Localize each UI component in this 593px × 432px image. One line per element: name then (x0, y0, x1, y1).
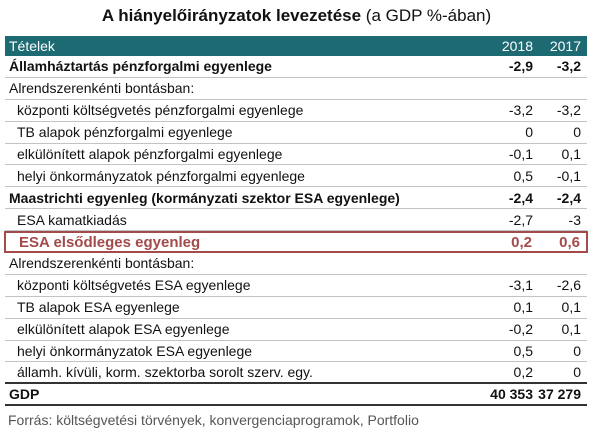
table-header: Tételek 2018 2017 (5, 36, 587, 56)
title-main: A hiányelőirányzatok levezetése (101, 6, 362, 25)
table-row: Maastrichti egyenleg (kormányzati szekto… (5, 187, 587, 210)
value-2017: -2,6 (556, 277, 581, 294)
header-2018: 2018 (501, 38, 533, 54)
row-label: helyi önkormányzatok ESA egyenlege (17, 343, 253, 360)
row-label: Államháztartás pénzforgalmi egyenlege (9, 58, 272, 75)
row-label: Maastrichti egyenleg (kormányzati szekto… (9, 189, 400, 206)
table-row: helyi önkormányzatok pénzforgalmi egyenl… (5, 165, 587, 188)
value-2018: 0,5 (513, 343, 533, 360)
header-items: Tételek (9, 38, 55, 54)
value-2018: -0,1 (508, 146, 533, 162)
table-row: Alrendszerenkénti bontásban: (5, 253, 587, 275)
header-2017: 2017 (549, 38, 581, 54)
row-label: TB alapok ESA egyenlege (17, 299, 180, 316)
row-label: államh. kívüli, korm. szektorba sorolt s… (17, 364, 313, 381)
value-2018: -3,1 (508, 277, 533, 294)
table-row: TB alapok ESA egyenlege 0,1 0,1 (5, 297, 587, 319)
row-label: TB alapok pénzforgalmi egyenlege (17, 124, 233, 141)
value-2017: 0 (573, 364, 581, 381)
value-2018: -0,2 (508, 321, 533, 338)
title-unit: (a GDP %-ában) (361, 6, 492, 25)
row-label: Alrendszerenkénti bontásban: (9, 80, 195, 97)
value-2018: 0 (525, 124, 533, 141)
table-title: A hiányelőirányzatok levezetése (a GDP %… (0, 6, 593, 26)
row-label: Alrendszerenkénti bontásban: (9, 255, 195, 272)
value-2017: -3,2 (556, 102, 581, 119)
value-2018: -2,7 (508, 211, 533, 228)
value-2018: 0,1 (513, 299, 533, 316)
row-label: GDP (9, 386, 40, 403)
row-label: elkülönített alapok ESA egyenlege (17, 321, 230, 338)
value-2018: 0,2 (513, 364, 533, 381)
value-2017: -2,4 (556, 189, 581, 206)
value-2018: -2,4 (508, 189, 533, 206)
row-label: központi költségvetés pénzforgalmi egyen… (17, 102, 304, 119)
gdp-row: GDP 40 353 37 279 (5, 384, 587, 407)
value-2017: 0,1 (561, 299, 581, 316)
table-row: TB alapok pénzforgalmi egyenlege 0 0 (5, 122, 587, 144)
value-2017: -3 (568, 211, 581, 228)
table-row: elkülönített alapok pénzforgalmi egyenle… (5, 144, 587, 166)
table-row: ESA kamatkiadás -2,7 -3 (5, 209, 587, 232)
value-2017: 0 (573, 124, 581, 141)
row-label: elkülönített alapok pénzforgalmi egyenle… (17, 146, 283, 162)
row-label: ESA elsődleges egyenleg (19, 233, 201, 251)
value-2018: 40 353 (490, 386, 533, 403)
value-2018: 0,5 (513, 167, 533, 184)
table-row: központi költségvetés ESA egyenlege -3,1… (5, 275, 587, 297)
value-2017: 0,1 (561, 146, 581, 162)
value-2017: 0 (573, 343, 581, 360)
value-2018: 0,2 (511, 233, 532, 251)
table-row: államh. kívüli, korm. szektorba sorolt s… (5, 362, 587, 385)
value-2017: 0,1 (561, 321, 581, 338)
table-row: Államháztartás pénzforgalmi egyenlege -2… (5, 56, 587, 78)
deficit-table: Tételek 2018 2017 Államháztartás pénzfor… (4, 36, 588, 407)
value-2018: -3,2 (508, 102, 533, 119)
value-2017: -3,2 (556, 58, 581, 75)
source-note: Forrás: költségvetési törvények, konverg… (8, 412, 419, 428)
table-row: központi költségvetés pénzforgalmi egyen… (5, 100, 587, 122)
table-row: Alrendszerenkénti bontásban: (5, 78, 587, 100)
value-2017: 37 279 (538, 386, 581, 403)
value-2017: -0,1 (556, 167, 581, 184)
highlighted-row: ESA elsődleges egyenleg 0,2 0,6 (4, 231, 588, 254)
table-row: elkülönített alapok ESA egyenlege -0,2 0… (5, 319, 587, 341)
table-row: helyi önkormányzatok ESA egyenlege 0,5 0 (5, 341, 587, 363)
row-label: helyi önkormányzatok pénzforgalmi egyenl… (17, 167, 305, 184)
value-2017: 0,6 (559, 233, 580, 251)
value-2018: -2,9 (508, 58, 533, 75)
row-label: ESA kamatkiadás (17, 211, 127, 228)
row-label: központi költségvetés ESA egyenlege (17, 277, 251, 294)
